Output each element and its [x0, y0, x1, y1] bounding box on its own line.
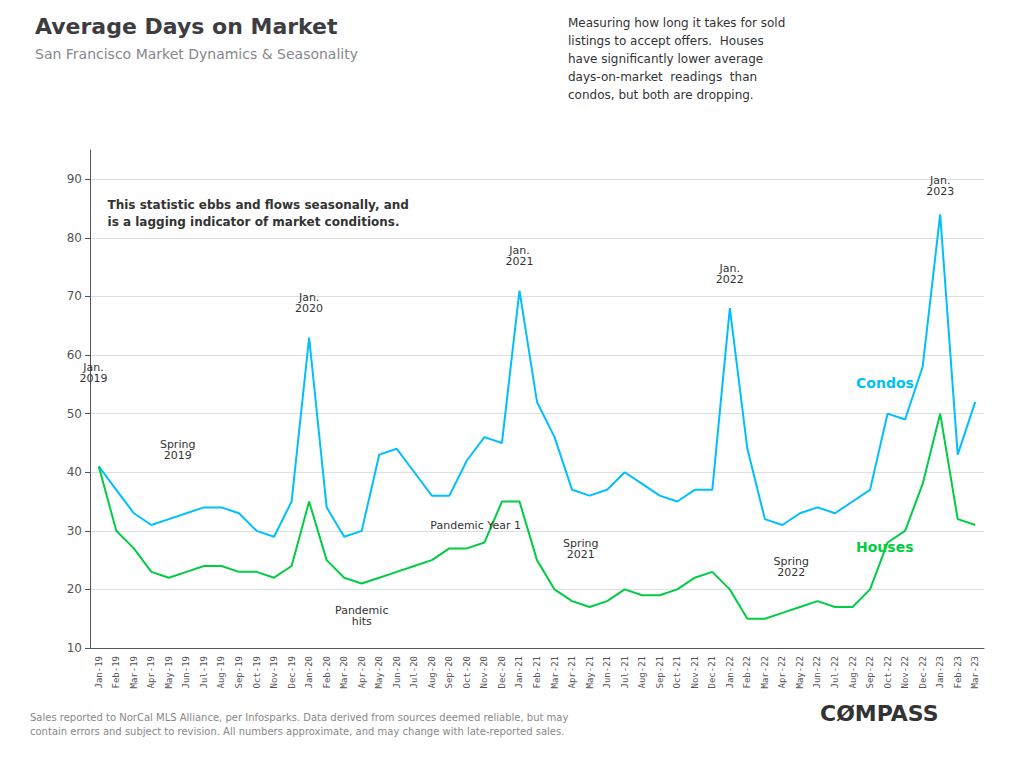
svg-text:10: 10	[67, 641, 82, 655]
svg-text:This statistic ebbs and flows: This statistic ebbs and flows seasonally…	[108, 198, 409, 212]
svg-text:80: 80	[67, 231, 82, 245]
svg-text:Jul-22: Jul-22	[830, 656, 840, 689]
svg-text:days-on-market readings than: days-on-market readings than	[568, 70, 757, 84]
svg-text:Jan-20: Jan-20	[304, 656, 314, 689]
svg-text:Spring: Spring	[773, 554, 809, 568]
svg-text:May-21: May-21	[585, 656, 595, 689]
svg-text:Dec-20: Dec-20	[497, 656, 507, 689]
svg-text:Feb-22: Feb-22	[742, 656, 752, 689]
svg-text:CØMPASS: CØMPASS	[820, 701, 939, 726]
svg-text:Feb-21: Feb-21	[532, 656, 542, 689]
svg-text:Average Days on Market: Average Days on Market	[35, 14, 338, 39]
svg-text:Mar-22: Mar-22	[760, 656, 770, 689]
svg-text:Sep-22: Sep-22	[865, 656, 875, 689]
svg-text:Feb-23: Feb-23	[953, 656, 963, 689]
svg-text:Jun-21: Jun-21	[602, 656, 612, 689]
svg-text:Jan.: Jan.	[509, 244, 530, 258]
svg-text:2019: 2019	[80, 372, 108, 385]
svg-text:Mar-21: Mar-21	[550, 656, 560, 689]
svg-text:Jan.: Jan.	[83, 361, 104, 375]
svg-text:2022: 2022	[777, 566, 805, 579]
svg-text:hits: hits	[352, 615, 372, 628]
svg-text:Sales reported to NorCal MLS A: Sales reported to NorCal MLS Alliance, p…	[30, 712, 568, 723]
svg-text:30: 30	[67, 524, 82, 538]
svg-text:Sep-20: Sep-20	[444, 656, 454, 689]
svg-text:Condos: Condos	[856, 375, 914, 391]
svg-text:Mar-19: Mar-19	[129, 656, 139, 689]
svg-text:Nov-22: Nov-22	[900, 656, 910, 689]
svg-text:listings to accept offers. Ho: listings to accept offers. Houses	[568, 34, 764, 48]
svg-text:Sep-19: Sep-19	[234, 656, 244, 689]
svg-text:Nov-20: Nov-20	[479, 656, 489, 689]
svg-text:Nov-21: Nov-21	[690, 656, 700, 689]
svg-text:Spring: Spring	[159, 437, 196, 451]
svg-text:2019: 2019	[164, 449, 192, 462]
svg-text:20: 20	[67, 582, 82, 596]
svg-text:Measuring how long it takes fo: Measuring how long it takes for sold	[568, 16, 785, 30]
svg-text:Apr-19: Apr-19	[146, 656, 156, 689]
svg-text:Jan-21: Jan-21	[514, 656, 524, 689]
svg-text:Apr-21: Apr-21	[567, 656, 577, 689]
svg-text:60: 60	[67, 348, 82, 362]
svg-text:condos, but both are dropping.: condos, but both are dropping.	[568, 88, 754, 102]
svg-text:Jan-23: Jan-23	[935, 656, 945, 689]
svg-text:Dec-19: Dec-19	[287, 656, 297, 689]
svg-text:40: 40	[67, 465, 82, 479]
svg-text:90: 90	[67, 172, 82, 186]
svg-text:Jun-19: Jun-19	[181, 656, 191, 689]
svg-text:2021: 2021	[505, 255, 533, 268]
svg-text:Jul-20: Jul-20	[409, 656, 419, 689]
svg-text:Jan-22: Jan-22	[725, 656, 735, 689]
svg-text:is a lagging indicator of mark: is a lagging indicator of market conditi…	[108, 215, 400, 229]
svg-text:Apr-20: Apr-20	[357, 656, 367, 689]
svg-text:have significantly lower avera: have significantly lower average	[568, 52, 763, 66]
svg-text:contain errors and subject to: contain errors and subject to revision. …	[30, 726, 564, 737]
svg-text:Oct-22: Oct-22	[883, 656, 893, 689]
svg-text:Mar-20: Mar-20	[339, 656, 349, 689]
svg-text:2023: 2023	[926, 185, 954, 198]
svg-text:Oct-20: Oct-20	[462, 656, 472, 689]
svg-text:Jun-20: Jun-20	[392, 656, 402, 689]
svg-text:2022: 2022	[716, 273, 744, 286]
svg-text:Oct-19: Oct-19	[252, 656, 262, 689]
svg-text:Jan.: Jan.	[719, 261, 741, 275]
svg-text:Spring: Spring	[563, 537, 599, 551]
svg-text:50: 50	[67, 407, 82, 421]
svg-text:Aug-22: Aug-22	[848, 656, 858, 689]
svg-text:Pandemic Year 1: Pandemic Year 1	[430, 519, 521, 532]
svg-text:May-19: May-19	[164, 656, 174, 689]
svg-text:Feb-20: Feb-20	[322, 656, 332, 689]
svg-text:2021: 2021	[567, 548, 595, 561]
svg-text:May-22: May-22	[795, 656, 805, 689]
svg-text:Oct-21: Oct-21	[672, 656, 682, 689]
svg-text:Jul-19: Jul-19	[199, 656, 209, 689]
svg-text:Dec-22: Dec-22	[918, 656, 928, 689]
svg-text:Aug-19: Aug-19	[216, 656, 226, 689]
svg-text:San Francisco Market Dynamics: San Francisco Market Dynamics & Seasonal…	[35, 46, 358, 62]
svg-text:Aug-20: Aug-20	[427, 656, 437, 689]
svg-text:May-20: May-20	[374, 656, 384, 689]
svg-text:Nov-19: Nov-19	[269, 656, 279, 689]
svg-text:Jun-22: Jun-22	[812, 656, 822, 689]
svg-text:Apr-22: Apr-22	[777, 656, 787, 689]
svg-text:Aug-21: Aug-21	[637, 656, 647, 689]
svg-text:Jan.: Jan.	[929, 173, 951, 187]
svg-text:Pandemic: Pandemic	[335, 604, 389, 618]
svg-text:Mar-23: Mar-23	[970, 656, 980, 689]
svg-text:Houses: Houses	[856, 539, 913, 555]
svg-text:Jan-19: Jan-19	[94, 656, 104, 689]
svg-text:70: 70	[67, 289, 82, 303]
svg-text:Jul-21: Jul-21	[620, 656, 630, 689]
svg-text:Sep-21: Sep-21	[655, 656, 665, 689]
svg-text:Feb-19: Feb-19	[111, 656, 121, 689]
svg-text:Jan.: Jan.	[298, 291, 320, 304]
svg-text:Dec-21: Dec-21	[707, 656, 717, 689]
svg-text:2020: 2020	[295, 302, 323, 315]
